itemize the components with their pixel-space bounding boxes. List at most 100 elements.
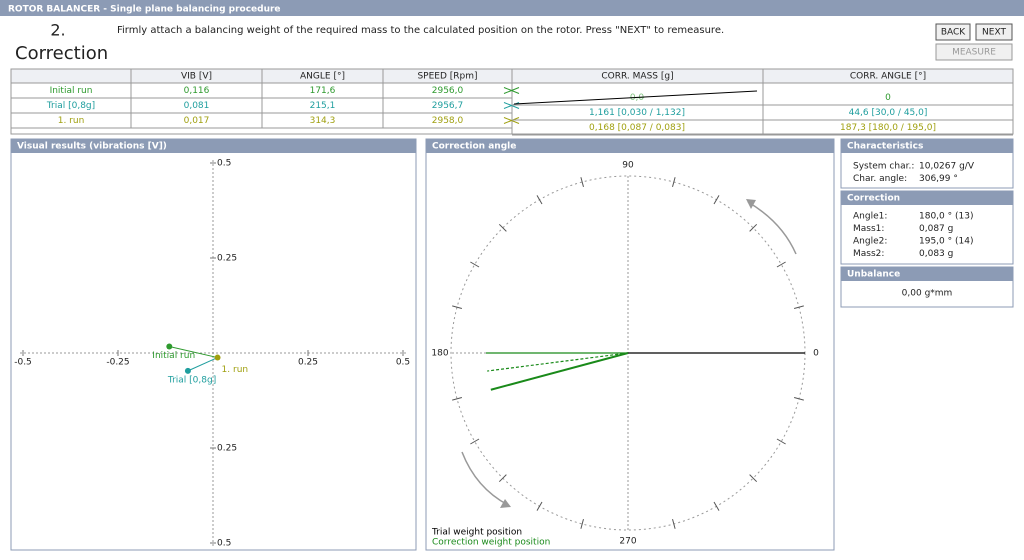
cell: 0,116 <box>184 86 210 96</box>
angle-panel <box>425 138 835 551</box>
cell: Initial run <box>50 86 93 96</box>
rotation-arrow <box>747 201 797 255</box>
info-value: 306,99 ° <box>919 174 958 184</box>
cell: 0,081 <box>184 101 210 111</box>
cell: 44,6 [30,0 / 45,0] <box>849 108 928 118</box>
info-label: Char. angle: <box>853 174 907 184</box>
angle-label: 90 <box>622 161 634 171</box>
unbalance-value: 0,00 g*mm <box>902 289 953 299</box>
button-label[interactable]: NEXT <box>982 28 1006 38</box>
dial-tick <box>452 305 462 309</box>
cell: 2956,7 <box>432 101 464 111</box>
dial-tick <box>672 177 676 187</box>
dial-tick <box>713 195 720 205</box>
panel-title: Unbalance <box>847 270 900 280</box>
dial-tick <box>794 305 804 309</box>
cell: 2956,0 <box>432 86 464 96</box>
panel-header <box>841 191 1013 205</box>
cell: 1,161 [0,030 / 1,132] <box>589 108 685 118</box>
cell: Trial [0,8g] <box>46 101 95 111</box>
panel-header <box>426 139 834 153</box>
angle-line <box>487 352 629 372</box>
dial-tick <box>470 438 480 445</box>
panel-header <box>841 139 1013 153</box>
step-number: 2. <box>50 21 65 40</box>
dial-tick <box>498 474 507 483</box>
column-header: CORR. ANGLE [°] <box>850 72 926 82</box>
point <box>214 354 221 361</box>
angle-line <box>490 352 629 391</box>
dial-tick <box>452 397 462 401</box>
back-button[interactable]: BACK <box>935 23 971 41</box>
button-frame[interactable] <box>975 23 1013 41</box>
info-label: Mass1: <box>853 224 884 234</box>
y-tick-label: 0.5 <box>217 539 231 549</box>
x-tick-label: 0.25 <box>298 358 318 368</box>
angle-label: 180 <box>431 349 448 359</box>
panel-header <box>841 267 1013 281</box>
dial-tick <box>776 438 786 445</box>
next-button[interactable]: NEXT <box>975 23 1013 41</box>
info-label: Angle2: <box>853 237 887 247</box>
y-tick-label: 0.25 <box>217 444 237 454</box>
dial-tick <box>498 223 507 232</box>
point-label: 1. run <box>222 365 249 375</box>
y-tick-label: 0.25 <box>217 254 237 264</box>
cell: 215,1 <box>310 101 336 111</box>
button-label[interactable]: BACK <box>941 28 966 38</box>
row-arrow <box>503 117 520 124</box>
arrow-head <box>500 499 511 508</box>
point <box>184 367 191 374</box>
info-label: System char.: <box>853 162 914 172</box>
row-arrow <box>503 87 520 94</box>
panel-title: Characteristics <box>847 142 923 152</box>
dial-tick <box>470 261 480 268</box>
dial-tick <box>536 195 543 205</box>
dial-tick <box>713 501 720 511</box>
button-frame <box>935 43 1013 61</box>
dial-tick <box>672 519 676 529</box>
panel-title: Correction angle <box>432 142 516 152</box>
connector <box>187 357 218 372</box>
panel-title: Correction <box>847 194 900 204</box>
button-label: MEASURE <box>952 48 996 58</box>
dial-tick <box>776 261 786 268</box>
button-frame[interactable] <box>935 23 971 41</box>
x-tick-label: -0.25 <box>106 358 129 368</box>
measure-button: MEASURE <box>935 43 1013 61</box>
title-bar <box>0 0 1024 16</box>
angle-label: 0 <box>813 349 819 359</box>
y-tick-label: 0.5 <box>217 159 231 169</box>
strike-line <box>513 90 758 105</box>
panel-header <box>11 139 416 153</box>
dial-tick <box>536 501 543 511</box>
rotation-arrow <box>461 451 509 506</box>
column-header: CORR. MASS [g] <box>601 72 673 82</box>
x-tick-label: 0.5 <box>396 358 410 368</box>
legend-entry: Trial weight position <box>431 528 522 538</box>
cell: 0 <box>885 93 891 103</box>
dial-tick <box>794 397 804 401</box>
legend-entry: Correction weight position <box>432 538 550 548</box>
step-name: Correction <box>15 43 108 64</box>
column-header: ANGLE [°] <box>300 72 345 82</box>
dial-tick <box>580 177 584 187</box>
cell: 314,3 <box>310 116 336 126</box>
dial-tick <box>580 519 584 529</box>
connector <box>169 346 218 359</box>
dial-tick <box>749 223 758 232</box>
info-value: 180,0 ° (13) <box>919 212 973 222</box>
dial-tick <box>749 474 758 483</box>
cell: 0,017 <box>184 116 210 126</box>
info-value: 0,087 g <box>919 224 953 234</box>
cell: 187,3 [180,0 / 195,0] <box>840 123 936 133</box>
info-value: 10,0267 g/V <box>919 162 975 172</box>
cell: 1. run <box>58 116 85 126</box>
point-label: Trial [0,8g] <box>167 375 216 385</box>
cell: 171,6 <box>310 86 336 96</box>
column-header: VIB [V] <box>181 72 212 82</box>
title-text: ROTOR BALANCER - Single plane balancing … <box>8 5 281 15</box>
point <box>166 343 173 350</box>
cell: 0,168 [0,087 / 0,083] <box>589 123 685 133</box>
